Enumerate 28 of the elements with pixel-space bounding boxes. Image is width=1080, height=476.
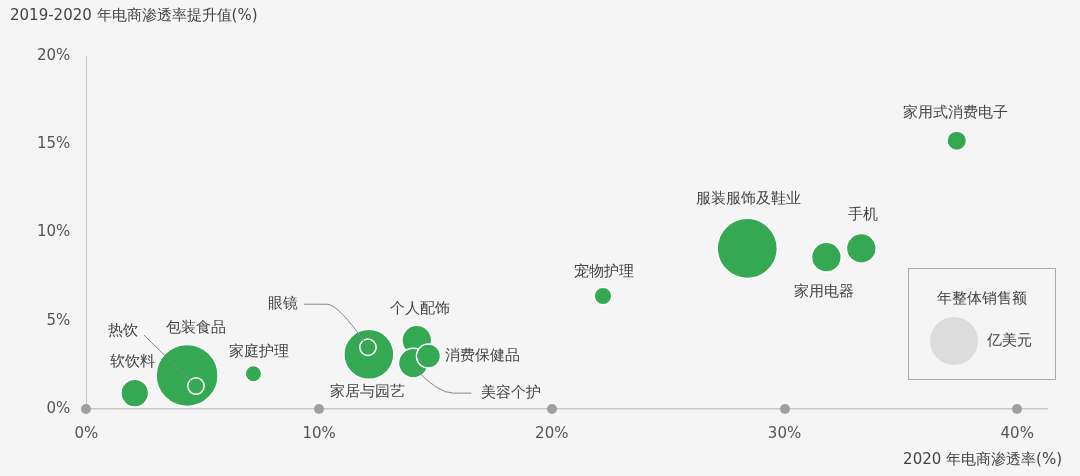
annotation: 个人配饰 (389, 299, 450, 318)
annotation: 年整体销售额 (936, 289, 1028, 308)
annotation: 家用式消费电子 (903, 102, 1009, 121)
annotation: 手机 (848, 205, 879, 224)
annotation: 服装服饰及鞋业 (695, 189, 801, 208)
annotation: 宠物护理 (573, 261, 634, 280)
annotation: 美容个护 (481, 383, 542, 401)
y-tick-label: 15% (37, 134, 71, 153)
x-tick-label: 20% (535, 423, 569, 442)
y-axis-title: 2019-2020 年电商渗透率提升值(%) (10, 6, 258, 25)
annotation: 热饮 (107, 320, 138, 339)
x-tick-label: 10% (302, 423, 336, 442)
annotation: 家庭护理 (229, 341, 290, 360)
x-tick-label: 40% (1000, 423, 1034, 442)
annotation: 消费保健品 (445, 345, 521, 364)
annotation: 包装食品 (166, 318, 227, 337)
x-tick-label: 0% (74, 423, 99, 442)
x-tick-label: 30% (767, 423, 802, 442)
y-tick-label: 0% (46, 398, 71, 417)
y-tick-label: 20% (37, 45, 71, 64)
y-tick-label: 5% (46, 310, 71, 329)
annotation: 家居与园艺 (330, 382, 406, 401)
y-tick-label: 10% (37, 222, 71, 241)
annotation: 眼镜 (267, 294, 298, 313)
annotation: 软饮料 (110, 352, 156, 371)
x-axis-title: 2020 年电商渗透率(%) (903, 450, 1062, 469)
annotation: 亿美元 (987, 331, 1032, 350)
annotation: 家用电器 (794, 282, 855, 301)
